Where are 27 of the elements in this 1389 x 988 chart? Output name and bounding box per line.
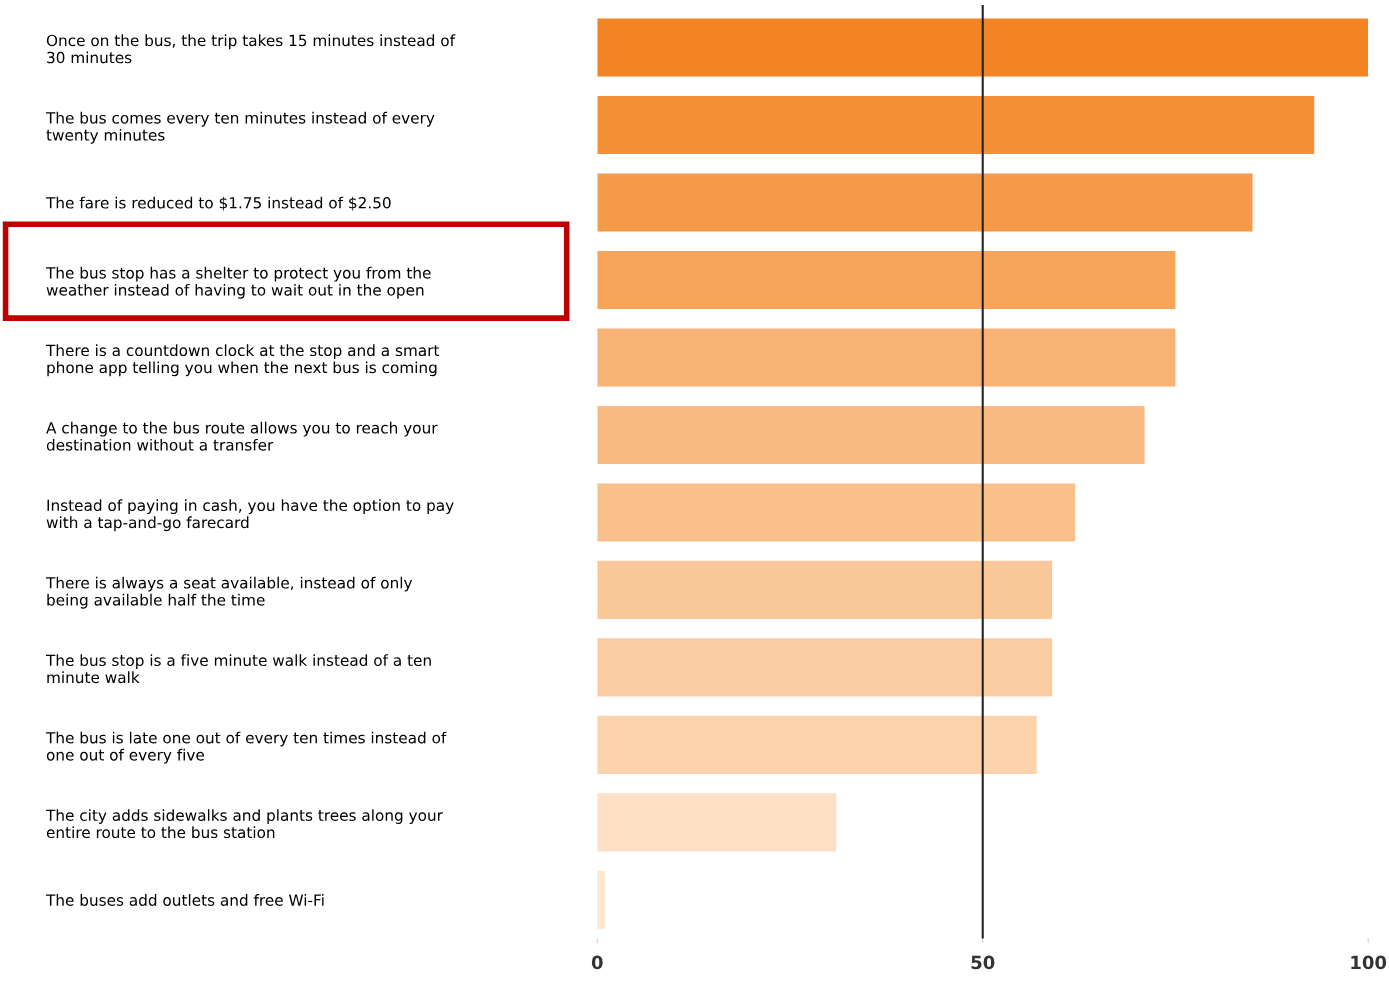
- y-tick-label: There is always a seat available, instead of only being available half the time: [45, 576, 413, 609]
- bar: [597, 560, 1053, 619]
- y-tick-label: The bus is late one out of every ten times instead of one out of every five: [45, 731, 447, 764]
- y-tick-label: The bus stop has a shelter to protect you from the weather instead of having to wait out in the open: [45, 266, 431, 299]
- y-tick-label: The city adds sidewalks and plants trees along your entire route to the bus station: [45, 809, 443, 839]
- bar: [597, 95, 1315, 155]
- y-tick-label: A change to the bus route allows you to reach your destination without a transfer: [46, 421, 438, 451]
- y-tick-label: Instead of paying in cash, you have the option to pay with a tap-and-go farecard: [46, 499, 454, 532]
- y-tick-label: The fare is reduced to $1.75 instead of $2.50: [45, 196, 391, 211]
- bar: [597, 870, 605, 929]
- bar: [597, 250, 1176, 310]
- bar: [597, 18, 1369, 77]
- x-tick-label: 50: [971, 955, 995, 970]
- y-tick-label: The bus stop is a five minute walk instead of a ten minute walk: [45, 654, 431, 684]
- bar: [597, 715, 1037, 774]
- y-tick-label: The bus comes every ten minutes instead of every twenty minutes: [45, 111, 435, 144]
- y-tick-label: The buses add outlets and free Wi-Fi: [45, 894, 324, 906]
- x-tick-label: 100: [1351, 955, 1387, 970]
- bar: [597, 405, 1145, 465]
- bar: [597, 328, 1176, 387]
- bar: [597, 483, 1076, 542]
- y-tick-label: There is a countdown clock at the stop and a smart phone app telling you when the next bus is coming: [45, 344, 440, 377]
- bar: [597, 173, 1253, 232]
- x-tick-label: 0: [591, 955, 603, 970]
- bar: [597, 793, 837, 852]
- bar: [597, 638, 1053, 697]
- y-tick-label: Once on the bus, the trip takes 15 minutes instead of 30 minutes: [46, 34, 456, 64]
